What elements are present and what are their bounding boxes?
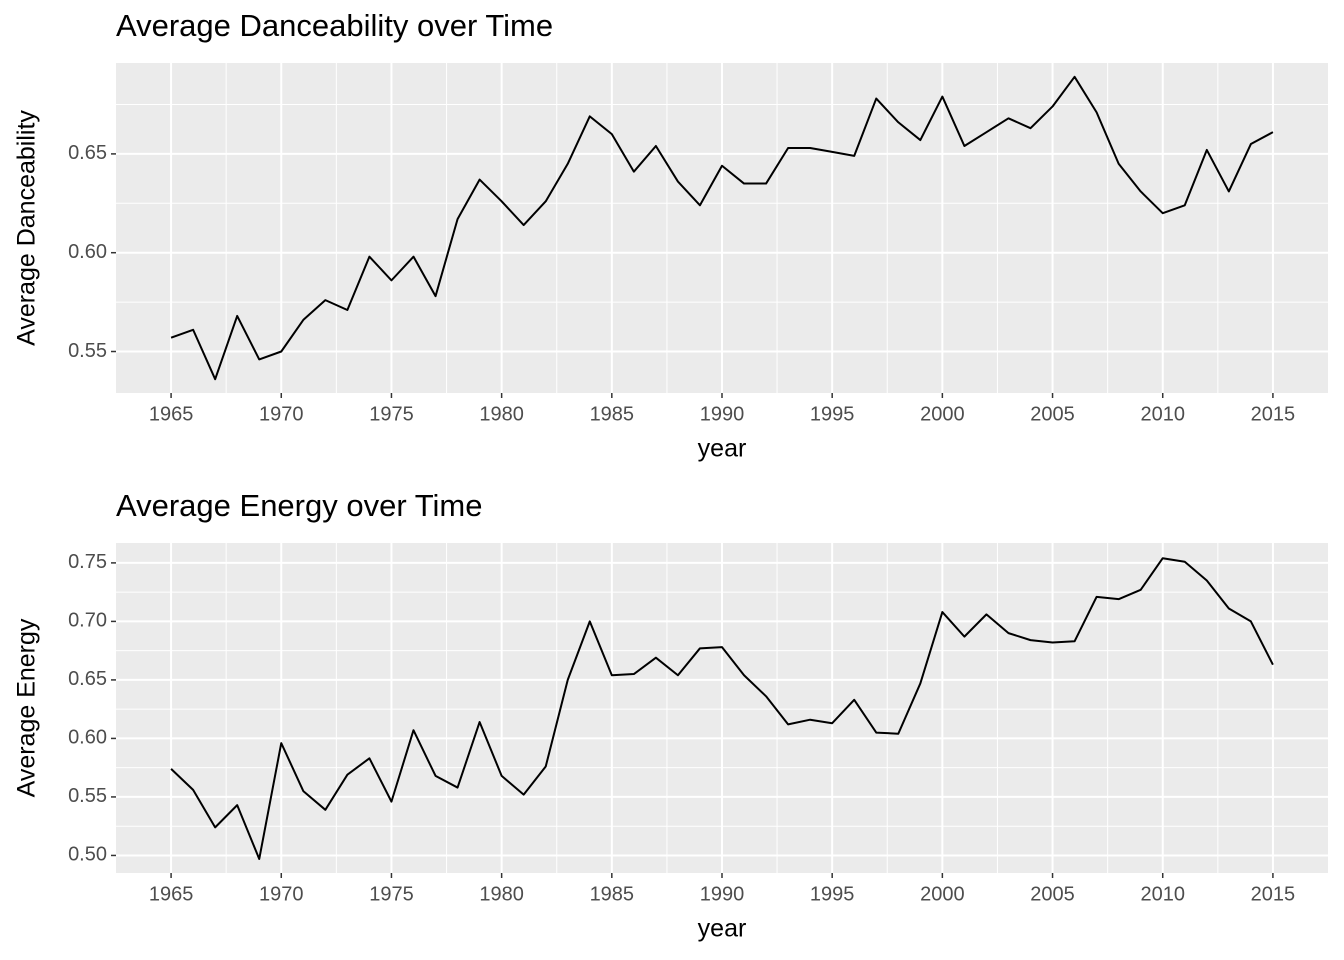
y-tick-label: 0.75 bbox=[68, 551, 107, 573]
y-tick-label: 0.60 bbox=[68, 241, 107, 263]
x-tick-label: 2000 bbox=[920, 403, 965, 425]
y-tick-label: 0.70 bbox=[68, 610, 107, 632]
y-tick-label: 0.50 bbox=[68, 844, 107, 866]
x-tick-label: 1970 bbox=[259, 883, 304, 905]
x-tick-label: 1995 bbox=[810, 403, 855, 425]
y-tick-label: 0.55 bbox=[68, 340, 107, 362]
y-tick-label: 0.55 bbox=[68, 785, 107, 807]
x-tick-label: 1975 bbox=[369, 883, 414, 905]
x-tick-label: 2010 bbox=[1140, 883, 1185, 905]
x-tick-label: 1985 bbox=[590, 403, 635, 425]
x-tick-label: 2015 bbox=[1251, 403, 1296, 425]
x-tick-label: 1985 bbox=[590, 883, 635, 905]
x-tick-label: 1975 bbox=[369, 403, 414, 425]
x-axis-title: year bbox=[698, 435, 747, 463]
y-axis-title: Average Danceability bbox=[13, 110, 41, 346]
y-tick-label: 0.65 bbox=[68, 668, 107, 690]
data-line bbox=[170, 75, 1274, 381]
x-tick-label: 1995 bbox=[810, 883, 855, 905]
chart-title: Average Danceability over Time bbox=[116, 8, 553, 43]
x-tick-label: 1965 bbox=[149, 883, 194, 905]
x-tick-label: 2005 bbox=[1030, 883, 1075, 905]
x-tick-label: 1990 bbox=[700, 883, 745, 905]
x-tick-label: 1980 bbox=[479, 883, 524, 905]
x-tick-label: 1970 bbox=[259, 403, 304, 425]
y-axis-title: Average Energy bbox=[13, 618, 41, 797]
x-tick-label: 1990 bbox=[700, 403, 745, 425]
x-tick-label: 1980 bbox=[479, 403, 524, 425]
x-tick-label: 1965 bbox=[149, 403, 194, 425]
x-axis-title: year bbox=[698, 915, 747, 943]
x-tick-label: 2005 bbox=[1030, 403, 1075, 425]
chart-title: Average Energy over Time bbox=[116, 488, 482, 523]
x-tick-label: 2015 bbox=[1251, 883, 1296, 905]
y-tick-label: 0.65 bbox=[68, 142, 107, 164]
data-line bbox=[170, 557, 1274, 860]
x-tick-label: 2010 bbox=[1140, 403, 1185, 425]
x-tick-label: 2000 bbox=[920, 883, 965, 905]
y-tick-label: 0.60 bbox=[68, 727, 107, 749]
